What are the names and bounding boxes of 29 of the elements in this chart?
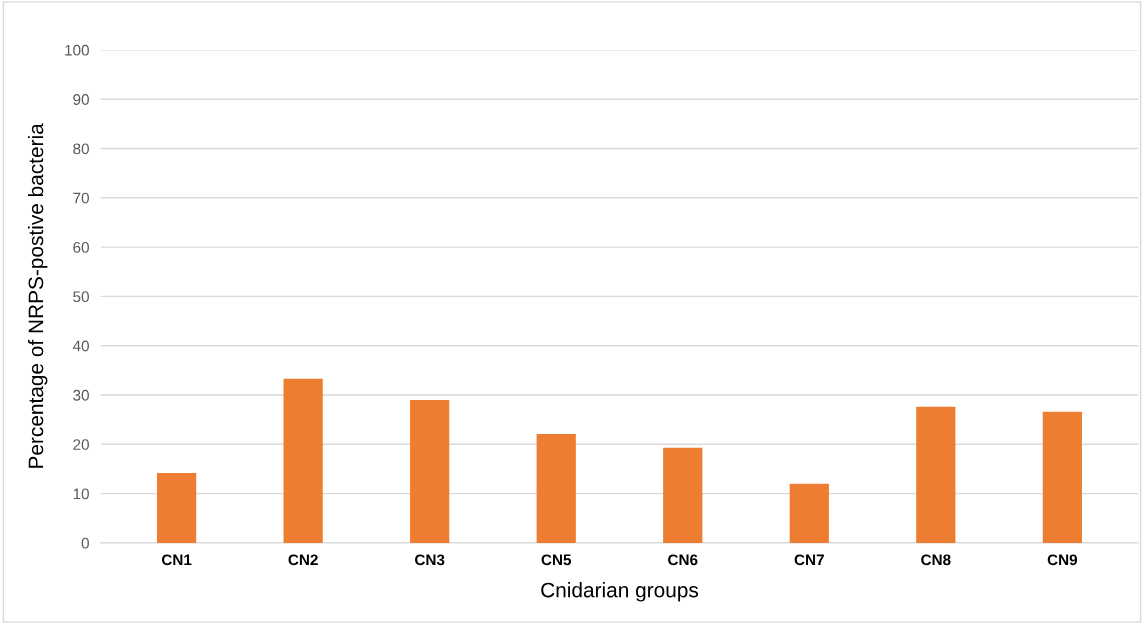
bar bbox=[663, 447, 703, 543]
bar bbox=[789, 483, 829, 543]
x-tick-label: CN1 bbox=[161, 554, 192, 566]
y-tick-label: 0 bbox=[81, 537, 89, 549]
x-tick-label: CN7 bbox=[794, 554, 824, 566]
x-tick-label: CN8 bbox=[921, 554, 951, 566]
y-tick-label: 60 bbox=[73, 241, 89, 253]
bar bbox=[1042, 411, 1082, 543]
y-tick-label: 100 bbox=[65, 44, 89, 56]
y-axis-title: Percentage of NRPS-postive bacteria bbox=[27, 123, 48, 468]
x-axis-title: Cnidarian groups bbox=[541, 582, 699, 602]
y-tick-label: 90 bbox=[73, 94, 89, 105]
x-tick-label: CN3 bbox=[415, 554, 445, 566]
x-tick-label: CN6 bbox=[668, 554, 698, 566]
bar bbox=[156, 472, 197, 543]
x-tick-label: CN5 bbox=[541, 554, 572, 566]
y-tick-label: 50 bbox=[73, 291, 89, 303]
y-tick-label: 70 bbox=[73, 192, 89, 204]
x-tick-label: CN2 bbox=[288, 554, 318, 566]
bar bbox=[916, 406, 956, 543]
bar bbox=[410, 399, 450, 543]
y-tick-label: 10 bbox=[73, 488, 89, 500]
y-tick-label: 30 bbox=[73, 389, 89, 401]
y-tick-label: 40 bbox=[72, 340, 89, 352]
x-tick-label: CN9 bbox=[1047, 554, 1078, 566]
bar bbox=[536, 433, 576, 543]
bar bbox=[283, 378, 323, 543]
y-tick-label: 80 bbox=[73, 143, 89, 155]
y-tick-label: 20 bbox=[73, 439, 89, 450]
